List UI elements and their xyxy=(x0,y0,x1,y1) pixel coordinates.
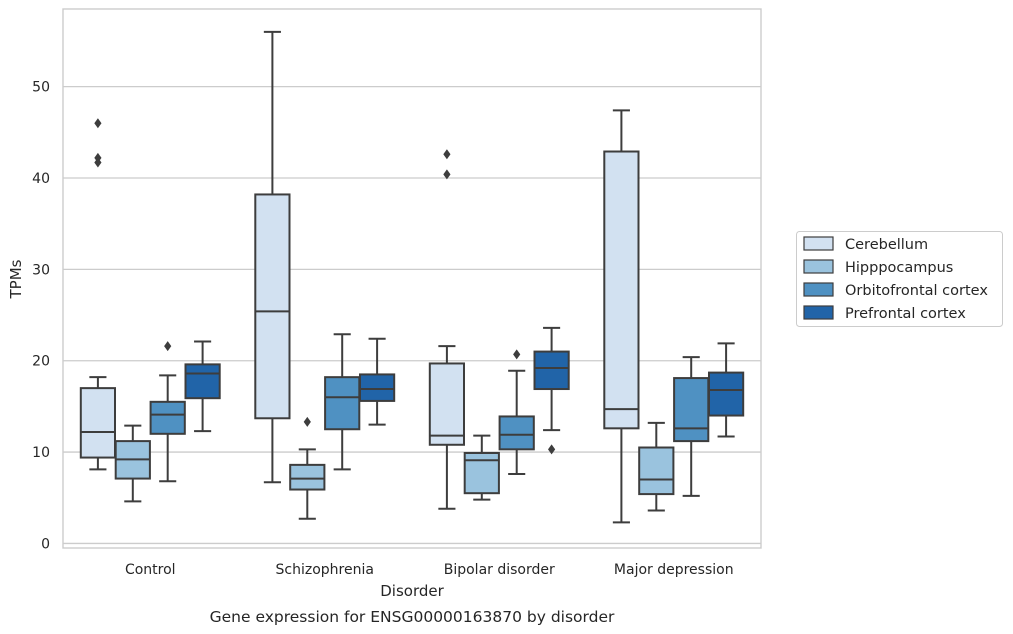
box-body xyxy=(254,193,291,420)
legend-swatch xyxy=(803,282,834,297)
legend-frame xyxy=(796,231,1003,327)
x-axis-ticks: Control Schizophrenia Bipolar disorder Majo… xyxy=(125,562,734,578)
x-tick-label: Control xyxy=(125,562,176,578)
box-prefrontal-cortex xyxy=(358,337,396,426)
outlier-point xyxy=(513,349,521,360)
legend-label: Prefrontal cortex xyxy=(845,306,966,322)
y-axis-label: TPMs xyxy=(7,259,25,299)
box-body xyxy=(603,150,640,430)
box-cerebellum xyxy=(428,149,466,510)
y-tick-label: 0 xyxy=(41,536,50,552)
y-tick-label: 40 xyxy=(32,171,50,187)
box-body xyxy=(184,363,221,400)
x-tick-label: Major depression xyxy=(614,562,734,578)
box-body xyxy=(673,377,710,443)
outlier-point xyxy=(303,416,311,427)
outlier-point xyxy=(94,152,102,163)
box-hipppocampus xyxy=(638,421,675,512)
outlier-point xyxy=(443,149,451,160)
y-tick-label: 20 xyxy=(32,354,50,370)
legend-label: Orbitofrontal cortex xyxy=(845,283,988,299)
x-axis-label: Disorder xyxy=(380,582,444,600)
legend-label: Cerebellum xyxy=(845,237,928,253)
box-orbitofrontal-cortex xyxy=(324,333,361,471)
box-body xyxy=(289,463,326,491)
outlier-point xyxy=(548,444,556,455)
y-tick-label: 10 xyxy=(32,445,50,461)
box-body xyxy=(638,446,675,496)
y-axis-ticks: 0 10 20 30 40 50 xyxy=(32,80,50,553)
box-hipppocampus xyxy=(463,434,500,501)
box-body xyxy=(428,362,466,446)
x-tick-label: Schizophrenia xyxy=(276,562,374,578)
box-prefrontal-cortex xyxy=(184,340,221,433)
legend-swatch xyxy=(803,259,834,274)
box-hipppocampus xyxy=(289,416,326,520)
box-orbitofrontal-cortex xyxy=(149,341,186,483)
box-body xyxy=(463,451,500,495)
box-groups xyxy=(79,30,745,524)
box-cerebellum xyxy=(79,118,117,471)
box-cerebellum xyxy=(254,30,291,484)
box-body xyxy=(79,387,117,459)
legend-swatch xyxy=(803,305,834,320)
box-body xyxy=(533,350,570,391)
outlier-point xyxy=(443,169,451,180)
plot-frame xyxy=(62,8,762,549)
box-body xyxy=(707,371,745,417)
box-body xyxy=(358,373,396,402)
chart-caption: Gene expression for ENSG00000163870 by d… xyxy=(210,608,615,626)
box-cerebellum xyxy=(603,109,640,524)
gridlines xyxy=(63,86,761,545)
box-orbitofrontal-cortex xyxy=(673,356,710,497)
legend-label: Hipppocampus xyxy=(845,260,953,276)
box-orbitofrontal-cortex xyxy=(498,349,535,476)
y-tick-label: 30 xyxy=(32,262,50,278)
outlier-point xyxy=(94,118,102,129)
box-body xyxy=(498,415,535,451)
x-tick-label: Bipolar disorder xyxy=(444,562,555,578)
outlier-point xyxy=(164,341,172,352)
box-prefrontal-cortex xyxy=(707,342,745,438)
box-body xyxy=(149,400,186,435)
box-prefrontal-cortex xyxy=(533,326,570,455)
legend: Cerebellum Hipppocampus Orbitofrontal cort… xyxy=(796,231,1003,327)
box-hipppocampus xyxy=(114,424,151,503)
box-body xyxy=(324,376,361,431)
legend-swatch xyxy=(803,236,834,251)
y-tick-label: 50 xyxy=(32,80,50,96)
